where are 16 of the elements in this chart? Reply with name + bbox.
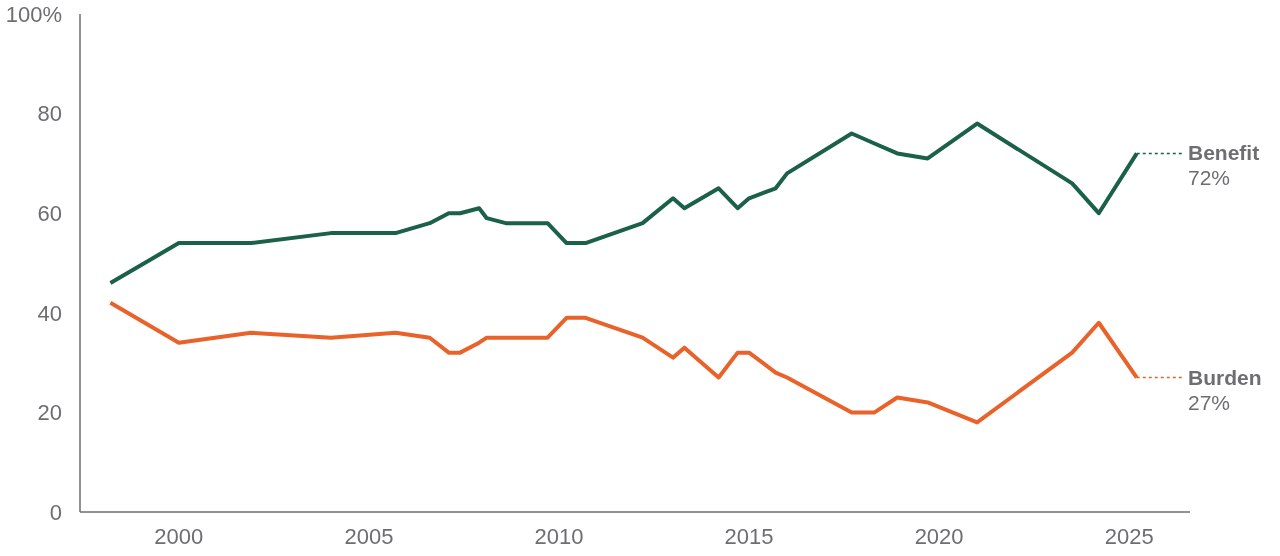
x-tick-label: 2010 — [534, 523, 584, 549]
y-tick-label: 0 — [49, 499, 62, 525]
x-tick-label: 2000 — [154, 523, 204, 549]
y-tick-label: 20 — [37, 400, 62, 426]
y-tick-label: 40 — [37, 300, 62, 326]
y-tick-label: 100% — [5, 1, 62, 27]
y-tick-label: 80 — [37, 101, 62, 127]
data-label: 27% — [1188, 390, 1231, 414]
text: Burden — [1188, 365, 1262, 389]
x-tick-label: 2020 — [914, 523, 964, 549]
x-tick-label: 2005 — [344, 523, 394, 549]
text: Benefit — [1188, 141, 1260, 165]
data-label: 72% — [1188, 166, 1231, 190]
y-tick-label: 60 — [37, 201, 62, 227]
x-tick-label: 2025 — [1104, 523, 1154, 549]
x-tick-label: 2015 — [724, 523, 774, 549]
